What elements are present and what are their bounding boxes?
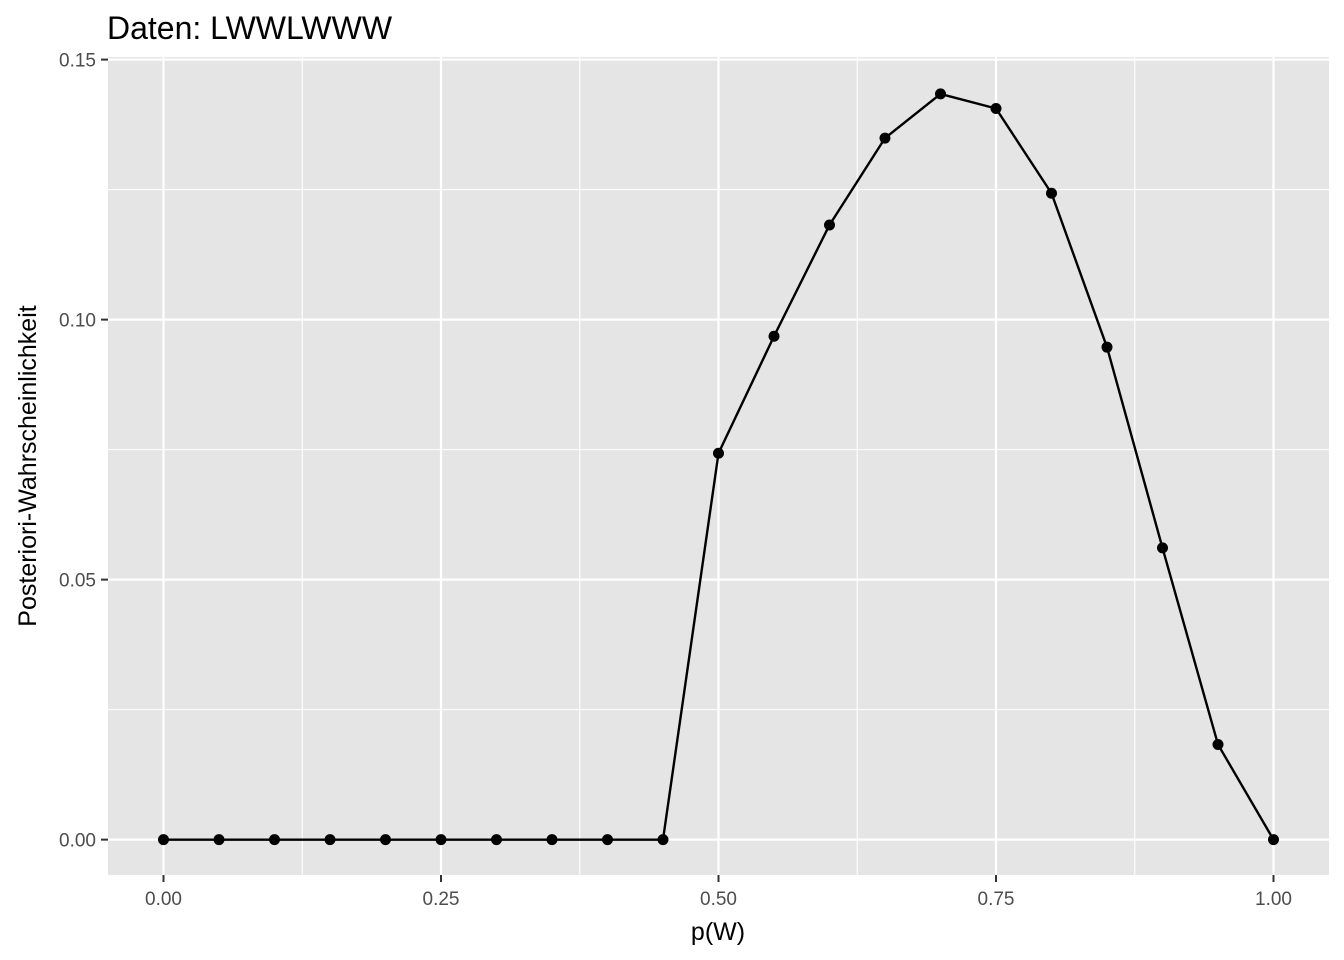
y-tick-label: 0.05 <box>59 571 96 592</box>
x-axis-title: p(W) <box>691 918 745 946</box>
data-point <box>713 447 724 459</box>
data-point <box>435 834 447 846</box>
data-point <box>824 219 835 231</box>
data-point <box>935 88 946 100</box>
x-tick-label: 0.00 <box>145 889 182 910</box>
data-point <box>768 330 780 342</box>
data-point <box>491 834 502 846</box>
data-point <box>1157 542 1168 554</box>
data-point <box>602 834 613 846</box>
data-point <box>546 834 558 846</box>
series-layer <box>158 88 1279 846</box>
data-point <box>269 834 280 846</box>
data-point <box>213 834 225 846</box>
data-point <box>1046 187 1057 199</box>
data-point <box>158 834 169 846</box>
x-tick-label: 0.75 <box>978 889 1015 910</box>
y-axis: 0.00 0.05 0.10 0.15 <box>59 51 108 852</box>
data-point <box>1212 738 1224 750</box>
y-tick-label: 0.15 <box>59 51 96 72</box>
data-point <box>1268 834 1279 846</box>
y-tick-label: 0.00 <box>59 831 96 852</box>
data-point <box>990 102 1002 114</box>
chart-title: Daten: LWWLWWW <box>107 10 393 46</box>
data-point <box>324 834 336 846</box>
data-point <box>879 132 891 144</box>
x-axis: 0.00 0.25 0.50 0.75 1.00 <box>145 875 1292 910</box>
x-tick-label: 0.50 <box>700 889 737 910</box>
data-point <box>657 834 669 846</box>
x-tick-label: 0.25 <box>423 889 460 910</box>
y-axis-title: Posteriori-Wahrscheinlichkeit <box>14 305 42 626</box>
major-gridlines <box>108 57 1329 875</box>
data-point <box>1101 341 1113 353</box>
y-tick-label: 0.10 <box>59 311 96 332</box>
data-point <box>380 834 391 846</box>
x-tick-label: 1.00 <box>1255 889 1292 910</box>
